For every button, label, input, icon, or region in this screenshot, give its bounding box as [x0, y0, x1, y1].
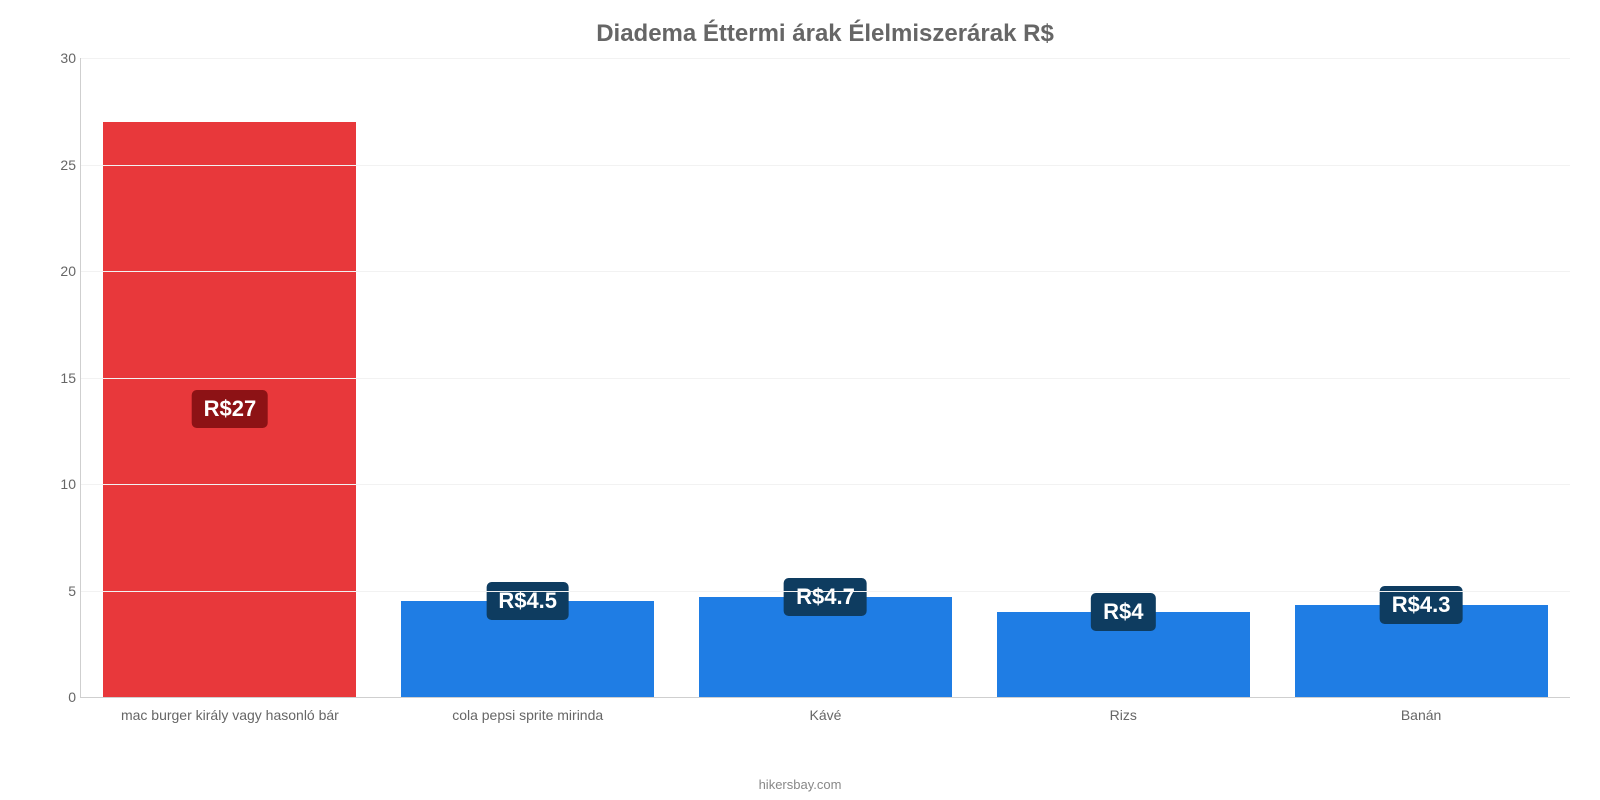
bar-value-label: R$4.3	[1380, 586, 1463, 624]
xticks-container: mac burger király vagy hasonló bárcola p…	[81, 707, 1570, 723]
bar-value-label: R$4.7	[784, 578, 867, 616]
bar: R$4.3	[1295, 605, 1548, 697]
ytick-label: 10	[41, 476, 76, 492]
ytick-label: 0	[41, 689, 76, 705]
gridline	[81, 591, 1570, 592]
gridline	[81, 484, 1570, 485]
bar: R$4	[997, 612, 1250, 697]
gridline	[81, 165, 1570, 166]
ytick-label: 5	[41, 583, 76, 599]
ytick-label: 15	[41, 370, 76, 386]
bar: R$27	[103, 122, 356, 697]
chart-title: Diadema Éttermi árak Élelmiszerárak R$	[80, 20, 1570, 48]
ytick-label: 25	[41, 157, 76, 173]
xtick-label: mac burger király vagy hasonló bár	[81, 707, 379, 723]
xtick-label: cola pepsi sprite mirinda	[379, 707, 677, 723]
xtick-label: Kávé	[677, 707, 975, 723]
bar-chart: Diadema Éttermi árak Élelmiszerárak R$ R…	[0, 0, 1600, 800]
gridline	[81, 271, 1570, 272]
bar: R$4.7	[699, 597, 952, 697]
xtick-label: Rizs	[974, 707, 1272, 723]
ytick-label: 30	[41, 50, 76, 66]
plot-area: R$27R$4.5R$4.7R$4R$4.3 mac burger király…	[80, 58, 1570, 698]
bar-value-label: R$4.5	[486, 582, 569, 620]
ytick-label: 20	[41, 263, 76, 279]
xtick-label: Banán	[1272, 707, 1570, 723]
attribution: hikersbay.com	[0, 777, 1600, 792]
gridline	[81, 58, 1570, 59]
bar-value-label: R$27	[192, 390, 269, 428]
bar: R$4.5	[401, 601, 654, 697]
bar-value-label: R$4	[1091, 593, 1155, 631]
gridline	[81, 378, 1570, 379]
